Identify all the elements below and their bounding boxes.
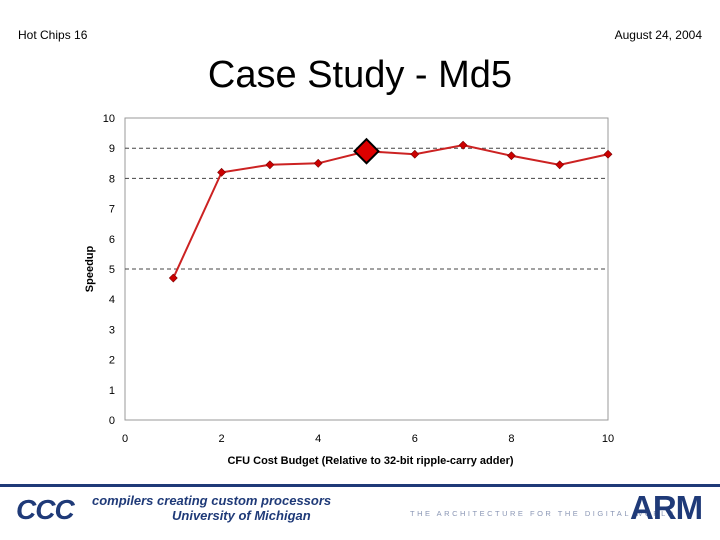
speedup-series-line	[172, 144, 609, 279]
data-point-marker	[603, 149, 613, 159]
x-tick-label: 8	[508, 433, 514, 445]
y-tick-label: 5	[109, 264, 115, 276]
data-point-marker	[458, 140, 468, 150]
y-axis-title: Speedup	[84, 245, 96, 292]
y-tick-label: 4	[109, 294, 115, 306]
speedup-chart: 0 1 2 3 4 5 6 7 8 9 10 0 2 4 6 8 10 CFU Cost Budget (Rela…	[84, 113, 614, 467]
y-tick-label: 1	[109, 385, 115, 397]
y-tick-label: 3	[109, 324, 115, 336]
data-point-marker	[217, 167, 227, 177]
footer-org-line2: University of Michigan	[172, 508, 311, 523]
data-point-marker	[313, 158, 323, 168]
y-tick-label: 7	[109, 204, 115, 216]
footer-divider	[0, 484, 720, 487]
slide-title: Case Study - Md5	[207, 54, 513, 96]
ccc-logo: CCC	[16, 494, 75, 525]
data-point-marker	[555, 160, 565, 170]
x-tick-label: 4	[315, 433, 321, 445]
x-tick-label: 2	[219, 433, 225, 445]
y-tick-label: 8	[109, 173, 115, 185]
y-tick-label: 9	[109, 143, 115, 155]
y-tick-label: 10	[103, 113, 115, 125]
data-point-marker	[410, 149, 420, 159]
x-tick-label: 0	[122, 433, 128, 445]
x-tick-label: 10	[602, 433, 614, 445]
highlighted-point-marker	[353, 137, 380, 165]
x-tick-label: 6	[412, 433, 418, 445]
y-tick-label: 6	[109, 234, 115, 246]
y-tick-label: 0	[109, 415, 115, 427]
data-point-marker	[168, 273, 178, 283]
header-left-text: Hot Chips 16	[18, 28, 88, 42]
footer-org-line1: compilers creating custom processors	[92, 493, 332, 508]
data-point-marker	[265, 160, 275, 170]
arm-tagline: THE ARCHITECTURE FOR THE DIGITAL WORLD	[410, 509, 676, 518]
data-point-marker	[506, 151, 516, 161]
arm-logo: ARM	[630, 489, 703, 526]
x-axis-title: CFU Cost Budget (Relative to 32-bit ripp…	[227, 455, 513, 467]
header-right-date: August 24, 2004	[614, 28, 702, 42]
y-tick-label: 2	[109, 355, 115, 367]
